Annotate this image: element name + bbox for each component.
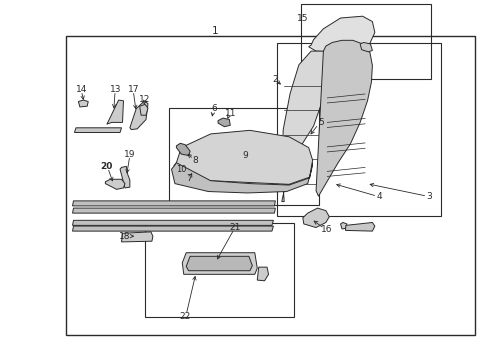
Polygon shape: [341, 222, 347, 229]
Text: 9: 9: [242, 151, 248, 160]
Polygon shape: [107, 100, 123, 124]
Polygon shape: [73, 220, 273, 225]
Text: 15: 15: [297, 14, 309, 23]
Polygon shape: [345, 222, 375, 231]
Polygon shape: [73, 201, 275, 206]
Text: 3: 3: [426, 192, 432, 201]
Text: 12: 12: [139, 95, 151, 104]
Polygon shape: [314, 60, 360, 69]
Text: 2: 2: [272, 76, 278, 85]
Text: 7: 7: [186, 174, 192, 183]
Text: 4: 4: [377, 192, 383, 201]
Polygon shape: [130, 101, 148, 130]
Bar: [145, 223, 294, 317]
Bar: [66, 36, 475, 335]
Text: 19: 19: [124, 150, 136, 159]
Text: 17: 17: [127, 85, 139, 94]
Text: 21: 21: [229, 223, 241, 232]
Polygon shape: [303, 208, 329, 228]
Polygon shape: [73, 226, 273, 231]
Text: 20: 20: [100, 162, 113, 171]
Polygon shape: [172, 163, 313, 193]
Text: 8: 8: [192, 156, 198, 165]
Polygon shape: [73, 208, 275, 213]
Polygon shape: [360, 42, 372, 52]
Bar: [277, 43, 441, 216]
Text: 1: 1: [212, 26, 219, 36]
Polygon shape: [105, 179, 125, 189]
Polygon shape: [282, 51, 327, 202]
Bar: [301, 4, 431, 79]
Text: 14: 14: [75, 85, 87, 94]
Polygon shape: [182, 253, 257, 274]
Text: 5: 5: [318, 118, 324, 127]
Polygon shape: [257, 267, 269, 281]
Polygon shape: [174, 130, 313, 184]
Bar: [169, 108, 318, 205]
Text: 13: 13: [110, 85, 122, 94]
Polygon shape: [218, 118, 230, 127]
Polygon shape: [176, 143, 190, 156]
Polygon shape: [140, 104, 148, 115]
Text: 10: 10: [176, 165, 187, 174]
Polygon shape: [316, 40, 372, 196]
Text: 6: 6: [211, 104, 217, 113]
Polygon shape: [120, 166, 130, 188]
Text: 22: 22: [180, 312, 191, 321]
Polygon shape: [122, 232, 153, 242]
Polygon shape: [78, 100, 88, 107]
Polygon shape: [186, 256, 252, 271]
Text: 11: 11: [224, 109, 236, 117]
Polygon shape: [74, 128, 122, 132]
Polygon shape: [309, 16, 375, 52]
Text: 16: 16: [320, 225, 332, 234]
Text: 18: 18: [119, 232, 131, 241]
